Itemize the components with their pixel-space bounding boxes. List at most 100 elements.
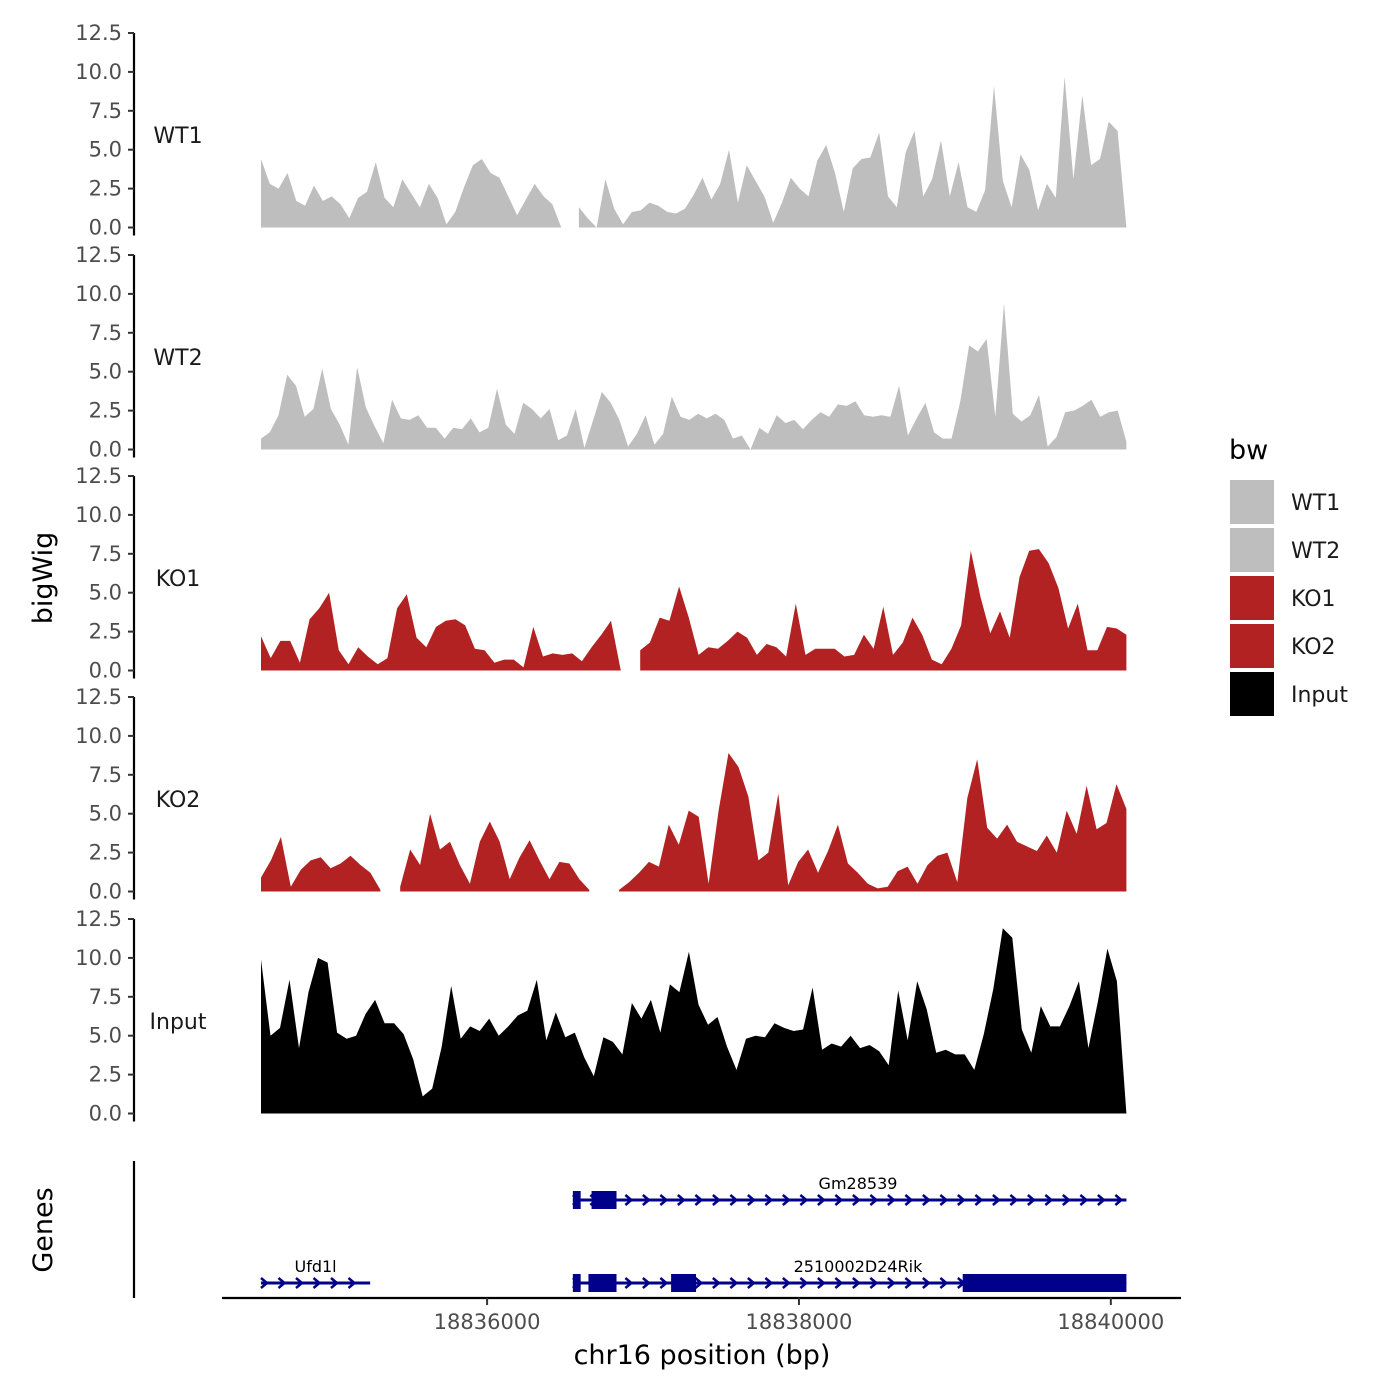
strand-arrow	[939, 1277, 949, 1289]
signal-area-wt1	[261, 159, 562, 228]
y-tick-label: 5.0	[89, 138, 122, 162]
x-axis: 18836000 18838000 18840000	[222, 1296, 1181, 1334]
legend-swatch-wt1	[1230, 480, 1274, 524]
y-tick-label: 12.5	[75, 685, 122, 709]
signal-area-ko2	[619, 753, 1127, 892]
signal-area-ko2	[261, 837, 381, 892]
y-tick-label: 0.0	[89, 216, 122, 240]
strand-arrow	[659, 1277, 669, 1289]
strand-arrow	[1027, 1194, 1036, 1206]
strand-arrow	[712, 1194, 721, 1206]
strand-arrow	[659, 1194, 669, 1206]
strand-arrow	[694, 1277, 704, 1289]
strand-arrow	[817, 1277, 826, 1289]
signal-area-input	[261, 928, 1127, 1114]
strand-arrow	[992, 1194, 1001, 1206]
legend-swatch-input	[1230, 672, 1274, 716]
y-tick-label: 0.0	[89, 880, 122, 904]
strand-arrow	[642, 1277, 651, 1289]
strand-arrow	[887, 1194, 896, 1206]
y-tick-label: 7.5	[89, 985, 122, 1009]
y-tick-label: 7.5	[89, 542, 122, 566]
legend-label-ko1: KO1	[1291, 587, 1336, 612]
strand-arrow	[834, 1194, 844, 1206]
track-label: WT1	[153, 124, 202, 149]
strand-arrow	[817, 1194, 826, 1206]
strand-arrow	[1062, 1194, 1071, 1206]
strand-arrow	[624, 1194, 634, 1206]
strand-arrow	[1097, 1194, 1106, 1206]
strand-arrow	[922, 1277, 931, 1289]
y-tick-label: 7.5	[89, 763, 122, 787]
legend-swatch-ko1	[1230, 576, 1274, 620]
gene-gm28539: Gm28539	[572, 1174, 1127, 1209]
strand-arrow	[260, 1277, 269, 1289]
strand-arrow	[277, 1277, 287, 1289]
signal-area-ko2	[400, 813, 590, 892]
x-tick-label: 18840000	[1057, 1310, 1164, 1334]
legend-label-input: Input	[1291, 683, 1348, 708]
y-tick-label: 2.5	[89, 620, 122, 644]
strand-arrow	[974, 1194, 984, 1206]
strand-arrow	[799, 1194, 809, 1206]
track-label: WT2	[153, 346, 202, 371]
y-tick-label: 10.0	[75, 503, 122, 527]
signal-area-wt2	[261, 303, 1127, 450]
legend: bw WT1 WT2 KO1 KO2 Input	[1229, 435, 1348, 716]
track-panels: 0.0 2.5 5.0 7.5 10.0 12.5 WT1 0.0 2.5 5.0 7.5 10.0 1…	[75, 21, 1127, 1126]
track-label: Input	[150, 1010, 207, 1035]
y-tick-label: 2.5	[89, 841, 122, 865]
signal-area-ko1	[640, 549, 1127, 671]
x-tick-label: 18838000	[746, 1310, 853, 1334]
strand-arrow	[747, 1194, 756, 1206]
gene-2510002d24rik: 2510002D24Rik	[572, 1257, 1127, 1292]
y-tick-label: 7.5	[89, 321, 122, 345]
gene-exon	[572, 1191, 581, 1209]
y-tick-label: 12.5	[75, 21, 122, 45]
y-tick-label: 0.0	[89, 438, 122, 462]
strand-arrow	[694, 1194, 704, 1206]
legend-swatch-ko2	[1230, 624, 1274, 668]
strand-arrow	[1009, 1194, 1019, 1206]
y-tick-label: 12.5	[75, 243, 122, 267]
genes-panel: Gm28539 2510002D24Rik Ufd1l	[132, 1161, 1127, 1298]
strand-arrow	[1079, 1194, 1089, 1206]
strand-arrow	[1044, 1194, 1054, 1206]
y-tick-label: 10.0	[75, 946, 122, 970]
legend-label-wt1: WT1	[1291, 491, 1340, 516]
x-axis-title: chr16 position (bp)	[574, 1340, 831, 1371]
track-label: KO1	[156, 567, 201, 592]
legend-label-ko2: KO2	[1291, 635, 1336, 660]
y-tick-label: 2.5	[89, 177, 122, 201]
strand-arrow	[295, 1277, 304, 1289]
track-label: KO2	[156, 788, 201, 813]
strand-arrow	[330, 1277, 339, 1289]
strand-arrow	[747, 1277, 756, 1289]
strand-arrow	[922, 1194, 931, 1206]
signal-area-wt1	[578, 76, 1127, 228]
strand-arrow	[852, 1194, 861, 1206]
track-ko1: 0.0 2.5 5.0 7.5 10.0 12.5 KO1	[75, 464, 1127, 683]
gene-label: Gm28539	[819, 1174, 898, 1193]
strand-arrow	[729, 1277, 739, 1289]
y-tick-label: 10.0	[75, 724, 122, 748]
strand-arrow	[869, 1277, 879, 1289]
genes-axis-title: Genes	[28, 1187, 59, 1272]
gene-exon	[962, 1274, 1127, 1292]
strand-arrow	[799, 1277, 809, 1289]
strand-arrow	[869, 1194, 879, 1206]
track-input: 0.0 2.5 5.0 7.5 10.0 12.5 Input	[75, 907, 1127, 1126]
gene-exon	[591, 1191, 617, 1209]
strand-arrow	[624, 1277, 634, 1289]
y-axis-title: bigWig	[28, 532, 59, 625]
y-tick-label: 0.0	[89, 659, 122, 683]
gene-label: 2510002D24Rik	[794, 1257, 924, 1276]
signal-area-ko1	[261, 592, 621, 671]
x-tick-label: 18836000	[434, 1310, 541, 1334]
y-tick-label: 0.0	[89, 1102, 122, 1126]
gene-exon	[572, 1274, 581, 1292]
strand-arrow	[312, 1277, 322, 1289]
y-tick-label: 2.5	[89, 399, 122, 423]
y-tick-label: 5.0	[89, 360, 122, 384]
